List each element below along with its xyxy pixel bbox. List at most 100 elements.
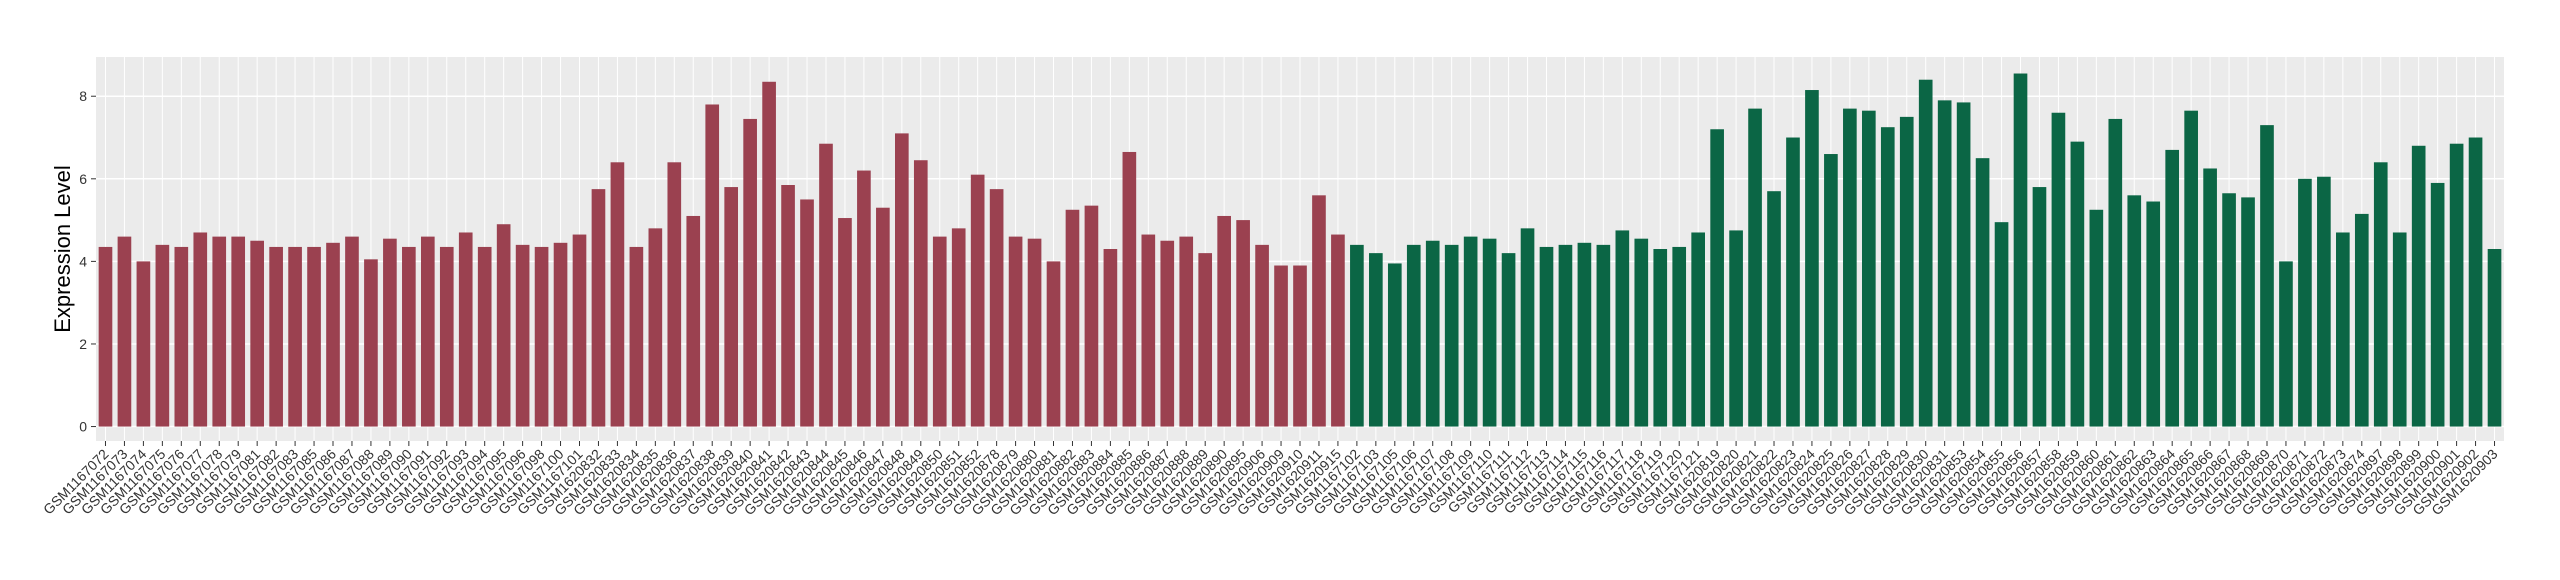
bar: [1255, 244, 1269, 427]
bar: [970, 174, 985, 427]
bar: [1634, 238, 1649, 427]
bar: [895, 133, 909, 427]
bar: [2468, 137, 2483, 427]
bar: [1596, 244, 1611, 427]
bar: [876, 207, 890, 427]
bar: [288, 246, 302, 427]
bar: [1274, 265, 1288, 427]
bar: [1767, 191, 1781, 427]
bar: [1520, 228, 1535, 427]
bar: [2298, 178, 2312, 427]
bar: [2449, 143, 2464, 427]
bar: [98, 246, 113, 427]
y-tick-label: 8: [79, 88, 87, 104]
bar: [1406, 244, 1421, 427]
bar: [1691, 232, 1705, 427]
bar: [1331, 234, 1345, 427]
bar: [1956, 102, 1971, 427]
bar: [477, 246, 492, 427]
bar: [2127, 195, 2142, 427]
bar: [155, 244, 170, 427]
bar: [1425, 240, 1440, 427]
bar: [667, 162, 682, 427]
bar: [1046, 261, 1061, 427]
bar: [2032, 187, 2047, 427]
bar: [1236, 220, 1250, 427]
bar: [2279, 261, 2293, 427]
bar: [610, 162, 625, 427]
bar: [212, 236, 227, 427]
bar: [1387, 263, 1402, 427]
bar: [250, 240, 264, 427]
bar: [458, 232, 473, 427]
bar: [1179, 236, 1194, 427]
bar: [648, 228, 663, 427]
bar: [1994, 222, 2009, 427]
bar: [420, 236, 435, 427]
bar: [2336, 232, 2350, 427]
bar: [117, 236, 132, 427]
bar: [2260, 125, 2274, 427]
bar: [989, 189, 1004, 427]
bar: [2430, 182, 2445, 427]
y-tick-label: 6: [79, 171, 87, 187]
bar: [1880, 127, 1895, 427]
y-tick-label: 2: [79, 336, 87, 352]
bar: [515, 244, 530, 427]
bar: [686, 215, 701, 427]
bar: [857, 170, 871, 427]
bar: [439, 246, 454, 427]
bar: [1084, 205, 1099, 427]
bar: [1501, 253, 1516, 427]
bar: [2089, 209, 2104, 427]
bar: [1710, 129, 1724, 427]
bar: [1217, 215, 1231, 427]
bar: [2354, 213, 2369, 427]
bar: [193, 232, 208, 427]
bar: [743, 118, 757, 427]
bar: [1653, 249, 1668, 427]
bar: [402, 246, 416, 427]
bar: [2203, 168, 2217, 427]
bar: [2051, 112, 2066, 427]
bar: [762, 81, 776, 427]
bar: [1312, 195, 1326, 427]
bar: [1463, 236, 1478, 427]
bar: [345, 236, 359, 427]
bar: [913, 160, 928, 427]
bar: [1899, 116, 1914, 427]
bar: [383, 238, 397, 427]
bar: [174, 246, 189, 427]
bar: [307, 246, 321, 427]
bar: [1729, 230, 1743, 427]
bar: [496, 224, 511, 427]
bar: [1937, 100, 1952, 427]
bar: [951, 228, 966, 427]
y-tick-label: 4: [79, 253, 87, 269]
bar: [1103, 249, 1118, 427]
bar: [1975, 158, 1990, 427]
bar: [2222, 193, 2236, 427]
bar: [705, 104, 720, 427]
bar: [1027, 238, 1042, 427]
bar: [1444, 244, 1459, 427]
bar: [136, 261, 151, 427]
bar: [2241, 197, 2255, 427]
bar: [2373, 162, 2388, 427]
bar: [2392, 232, 2407, 427]
bar: [1350, 244, 1364, 427]
bar: [1615, 230, 1630, 427]
bar: [2108, 118, 2123, 427]
bar: [781, 185, 795, 427]
bar: [1577, 242, 1592, 427]
bar: [724, 187, 739, 427]
bar: [591, 189, 606, 427]
bar: [1861, 110, 1876, 427]
bar: [2070, 141, 2085, 427]
bar: [1748, 108, 1762, 427]
bar: [1293, 265, 1307, 427]
bar: [1805, 90, 1819, 427]
bar: [231, 236, 246, 427]
bar: [1558, 244, 1573, 427]
